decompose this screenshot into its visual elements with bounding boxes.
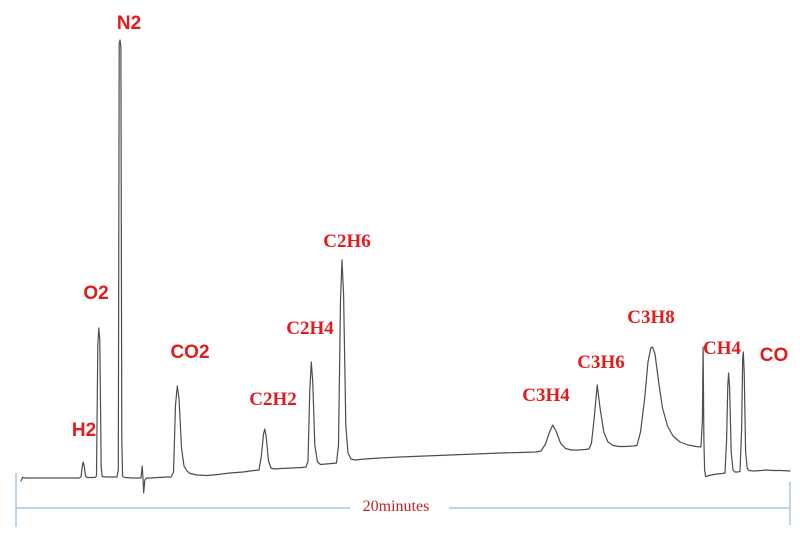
peak-label-co: CO: [759, 345, 789, 366]
peak-label-c3h8: C3H8: [627, 307, 675, 328]
peak-label-c3h6: C3H6: [577, 352, 625, 373]
peak-label-c2h2: C2H2: [249, 389, 297, 410]
time-axis-bracket: [15, 473, 791, 527]
peak-label-h2: H2: [71, 420, 97, 441]
peak-label-c2h6: C2H6: [323, 231, 371, 252]
chromatogram-trace: [20, 39, 791, 494]
peak-label-co2: CO2: [170, 342, 210, 363]
peak-label-ch4: CH4: [703, 338, 741, 359]
peak-label-o2: O2: [83, 283, 109, 304]
peak-label-c2h4: C2H4: [286, 318, 334, 339]
time-axis-label: 20minutes: [360, 498, 432, 515]
peak-label-c3h4: C3H4: [522, 385, 570, 406]
trace-polyline: [20, 39, 791, 494]
peak-label-n2: N2: [116, 13, 142, 34]
